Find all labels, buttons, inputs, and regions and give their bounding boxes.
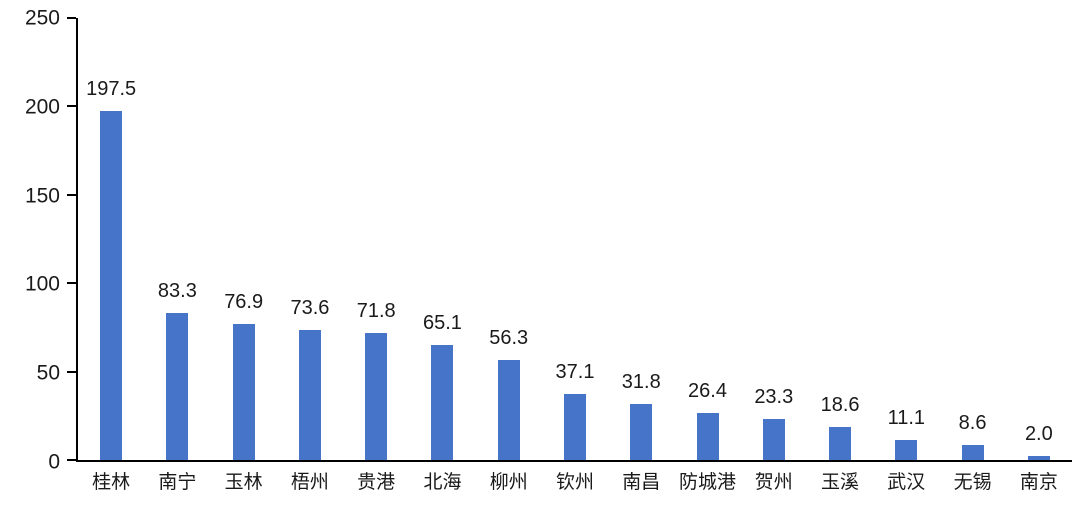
bar — [961, 444, 984, 460]
bar — [630, 403, 653, 460]
x-axis-label: 贵港 — [357, 472, 396, 493]
bar-value-label: 8.6 — [958, 411, 987, 434]
bar — [829, 427, 852, 460]
x-axis-label: 玉林 — [224, 472, 263, 493]
x-axis-label: 防城港 — [679, 472, 737, 493]
y-axis-tick-label: 150 — [24, 184, 60, 208]
bar — [762, 418, 785, 460]
bar — [100, 110, 123, 460]
x-axis-label: 南昌 — [622, 472, 661, 493]
y-axis-tick-label: 100 — [24, 272, 60, 296]
bar-column: 73.6 梧州 — [277, 18, 343, 492]
y-axis-tick-mark — [67, 459, 76, 461]
bar-value-label: 76.9 — [224, 291, 264, 314]
x-axis-label: 武汉 — [887, 472, 926, 493]
bar — [696, 413, 719, 460]
bar-value-label: 83.3 — [157, 279, 197, 302]
x-axis-label: 无锡 — [953, 472, 992, 493]
bar-column: 197.5 桂林 — [78, 18, 144, 492]
bar-column: 31.8 南昌 — [608, 18, 674, 492]
plot-area: 197.5 桂林 83.3 南宁 76.9 玉林 73.6 梧州 71.8 贵港 65.1 北海 56.… — [67, 17, 1072, 492]
bar — [497, 360, 520, 460]
bar-column: 71.8 贵港 — [343, 18, 409, 492]
bar — [563, 394, 586, 460]
bar — [365, 333, 388, 460]
x-axis-label: 贺州 — [754, 472, 793, 493]
x-axis-label: 梧州 — [290, 472, 329, 493]
x-axis-label: 北海 — [423, 472, 462, 493]
bar-column: 11.1 武汉 — [873, 18, 939, 492]
bar-value-label: 197.5 — [86, 77, 137, 100]
bar — [298, 329, 321, 460]
x-axis-label: 玉溪 — [821, 472, 860, 493]
y-axis-tick-label: 50 — [36, 361, 60, 385]
bar-value-label: 71.8 — [356, 300, 396, 323]
y-axis-tick-mark — [67, 105, 76, 108]
bar — [166, 312, 189, 460]
bar-column: 26.4 防城港 — [674, 18, 740, 492]
bar-value-label: 56.3 — [489, 327, 529, 350]
bar-column: 65.1 北海 — [409, 18, 475, 492]
x-axis-label: 桂林 — [92, 472, 131, 493]
y-axis-tick-mark — [67, 193, 76, 196]
bar-column: 37.1 钦州 — [542, 18, 608, 492]
bar — [431, 344, 454, 460]
bar-value-label: 65.1 — [422, 311, 462, 334]
bar-column: 23.3 贺州 — [741, 18, 807, 492]
bar — [895, 440, 918, 460]
bar-column: 76.9 玉林 — [211, 18, 277, 492]
bar — [1027, 456, 1050, 460]
bar-value-label: 37.1 — [555, 361, 595, 384]
bar-value-label: 18.6 — [820, 394, 860, 417]
x-axis-label: 南京 — [1019, 472, 1058, 493]
y-axis: 0 50 100 150 200 250 — [0, 8, 60, 473]
bar-column: 2.0 南京 — [1006, 18, 1072, 492]
x-axis-label: 柳州 — [489, 472, 528, 493]
y-axis-tick-mark — [67, 282, 76, 285]
x-axis-label: 钦州 — [555, 472, 594, 493]
bar-column: 83.3 南宁 — [144, 18, 210, 492]
x-axis-label: 南宁 — [158, 472, 197, 493]
bar-value-label: 31.8 — [621, 370, 661, 393]
bar-value-label: 73.6 — [290, 296, 330, 319]
bar-value-label: 2.0 — [1024, 423, 1053, 446]
bar — [232, 324, 255, 460]
bar-value-label: 26.4 — [688, 380, 727, 403]
bar-column: 56.3 柳州 — [476, 18, 542, 492]
bar-value-label: 23.3 — [754, 385, 794, 408]
y-axis-tick-label: 0 — [48, 450, 60, 474]
y-axis-tick-mark — [67, 370, 76, 373]
y-axis-tick-label: 250 — [24, 6, 60, 30]
y-axis-tick-mark — [67, 17, 76, 19]
y-axis-tick-label: 200 — [24, 95, 60, 119]
bar-column: 8.6 无锡 — [939, 18, 1005, 492]
bar-value-label: 11.1 — [887, 407, 926, 430]
bar-column: 18.6 玉溪 — [807, 18, 873, 492]
